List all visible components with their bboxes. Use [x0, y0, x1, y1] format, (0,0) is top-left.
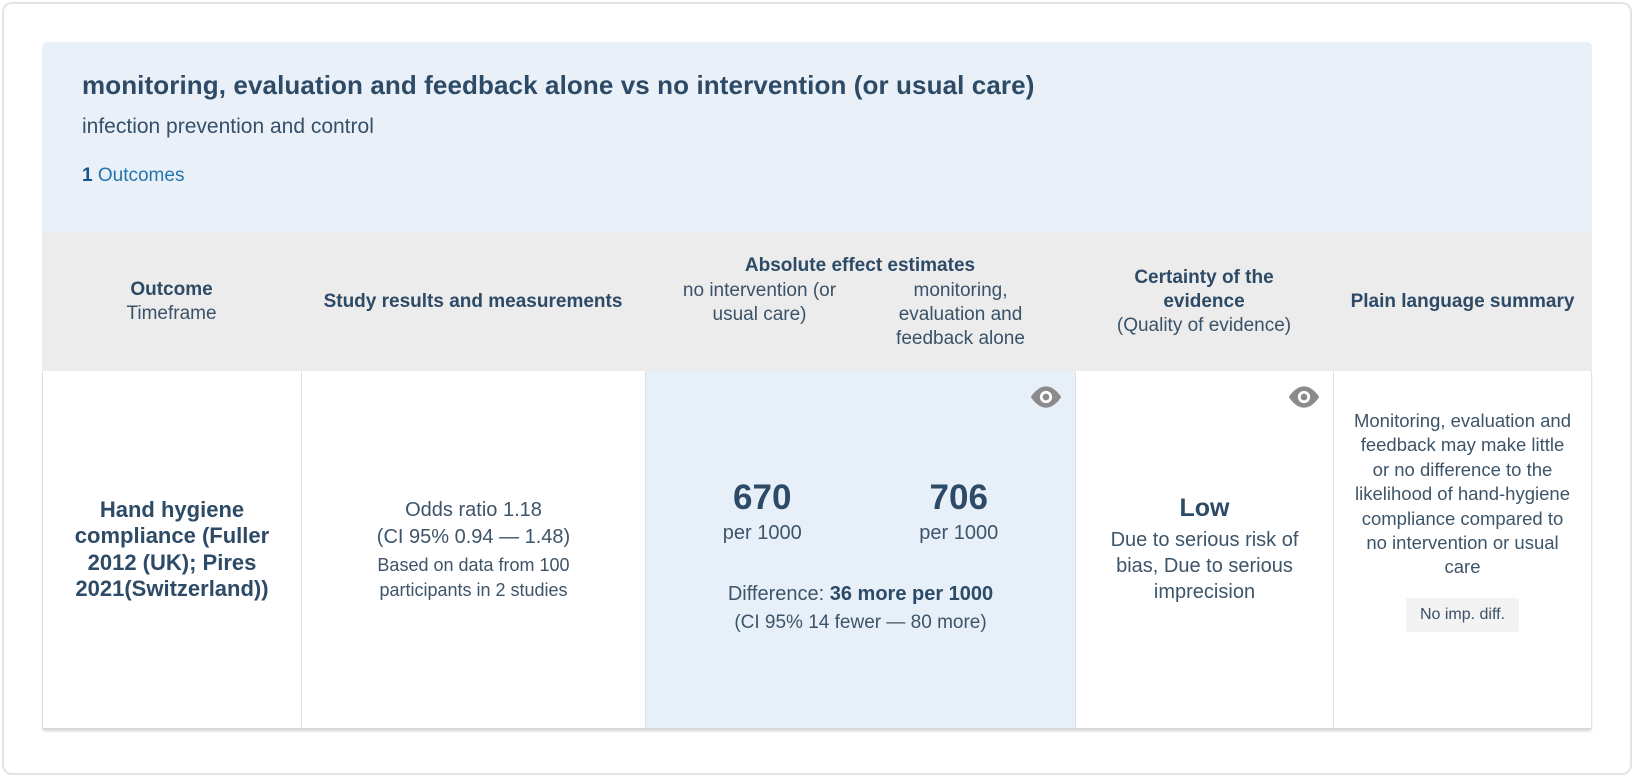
absolute-values: 670 per 1000 706 per 1000 [664, 479, 1057, 545]
header-intervention-label: monitoring, evaluation and feedback alon… [896, 280, 1025, 349]
comparator-estimate: 670 per 1000 [664, 479, 861, 545]
comparison-title: monitoring, evaluation and feedback alon… [82, 70, 1035, 100]
effect-ci: (CI 95% 0.94 — 1.48) [376, 526, 571, 549]
comparison-panel: monitoring, evaluation and feedback alon… [42, 42, 1592, 233]
header-cell-absolute-effect: Absolute effect estimates no interventio… [645, 233, 1075, 371]
header-outcome-subtitle: Timeframe [126, 303, 217, 324]
header-cell-outcome: Outcome Timeframe [42, 233, 301, 371]
difference-value: 36 more per 1000 [829, 582, 994, 605]
certainty-cell: Low Due to serious risk of bias, Due to … [1075, 371, 1333, 728]
outcomes-count: 1 [82, 165, 93, 186]
comparator-value: 670 [733, 478, 792, 518]
header-cell-certainty: Certainty of the evidence (Quality of ev… [1075, 233, 1333, 371]
outcome-cell: Hand hygiene compliance (Fuller 2012 (UK… [42, 371, 301, 728]
header-plain-language-title: Plain language summary [1350, 291, 1575, 313]
absolute-effect-cell: 670 per 1000 706 per 1000 Difference: 36… [645, 371, 1075, 728]
certainty-reason: Due to serious risk of bias, Due to seri… [1110, 529, 1299, 603]
based-on-data: Based on data from 100 participants in 2… [377, 555, 570, 600]
difference-line: Difference: 36 more per 1000 [728, 583, 993, 606]
plain-language-text: Monitoring, evaluation and feedback may … [1353, 410, 1571, 578]
outcomes-link[interactable]: 1 Outcomes [82, 165, 184, 187]
header-cell-study-results: Study results and measurements [301, 233, 645, 371]
status-badge: No imp. diff. [1405, 597, 1520, 632]
header-absolute-title: Absolute effect estimates [744, 254, 976, 276]
header-study-results-title: Study results and measurements [323, 291, 623, 313]
card-content: monitoring, evaluation and feedback alon… [42, 42, 1592, 729]
intervention-unit: per 1000 [919, 521, 999, 544]
header-outcome-title: Outcome [130, 279, 213, 301]
intervention-estimate: 706 per 1000 [861, 479, 1058, 545]
outcome-name: Hand hygiene compliance (Fuller 2012 (UK… [74, 496, 270, 601]
header-comparator-label: no intervention (or usual care) [682, 280, 837, 325]
study-results-cell: Odds ratio 1.18 (CI 95% 0.94 — 1.48) Bas… [301, 371, 645, 728]
certainty-rating: Low [1179, 494, 1230, 522]
outcomes-label: Outcomes [97, 165, 185, 186]
comparator-unit: per 1000 [722, 521, 802, 544]
header-cell-plain-language: Plain language summary [1333, 233, 1592, 371]
effect-estimate: Odds ratio 1.18 [405, 499, 542, 522]
header-certainty-title: Certainty of the evidence [1134, 267, 1274, 313]
eye-icon[interactable] [1288, 384, 1320, 410]
difference-label: Difference: [727, 582, 830, 605]
comparison-population: infection prevention and control [82, 115, 374, 138]
plain-language-cell: Monitoring, evaluation and feedback may … [1333, 371, 1592, 728]
outcome-row: Hand hygiene compliance (Fuller 2012 (UK… [42, 371, 1592, 729]
intervention-value: 706 [929, 478, 988, 518]
header-certainty-subtitle: (Quality of evidence) [1116, 314, 1292, 336]
header-absolute-subcolumns: no intervention (or usual care) monitori… [659, 279, 1061, 350]
difference-ci: (CI 95% 14 fewer — 80 more) [734, 611, 987, 633]
eye-icon[interactable] [1030, 384, 1062, 410]
table-header-row: Outcome Timeframe Study results and meas… [42, 233, 1592, 371]
